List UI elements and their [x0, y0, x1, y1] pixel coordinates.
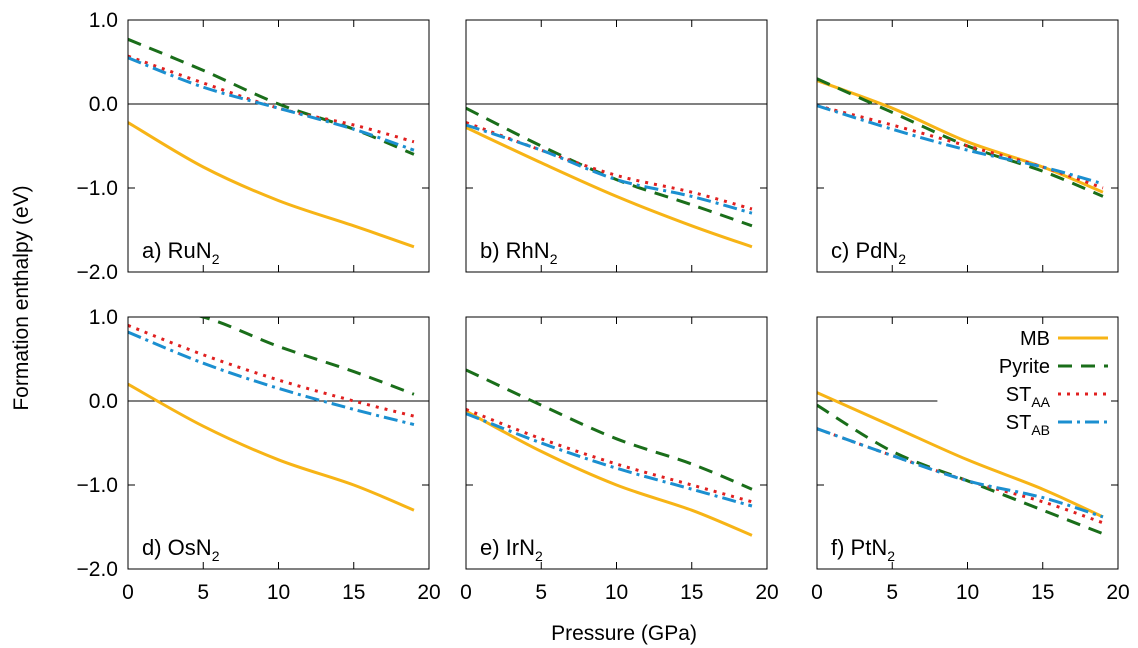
series-group [817, 77, 1104, 198]
x-tick-label: 0 [460, 581, 472, 604]
y-tick-label: 0.0 [89, 93, 118, 116]
series-line-st-ab [128, 330, 415, 426]
panel-label: b) RhN2 [480, 238, 558, 267]
panel-frame [127, 316, 430, 570]
panel-frame [816, 316, 1119, 570]
series-line-st-aa [466, 121, 753, 211]
series-line-pyrite [817, 403, 1104, 536]
series-line-pyrite [197, 317, 415, 396]
panel-frame [816, 19, 1119, 273]
y-tick-label: 1.0 [89, 306, 118, 329]
x-tick-label: 5 [197, 581, 209, 604]
series-group [817, 391, 1104, 536]
legend-label-st-ab: STAB [1006, 412, 1050, 438]
x-tick-label: 20 [1106, 581, 1129, 604]
series-line-mb [817, 391, 1104, 519]
x-tick-label: 5 [886, 581, 898, 604]
x-tick-label: 5 [535, 581, 547, 604]
x-tick-label: 20 [417, 581, 440, 604]
panel-a: −2.0 −1.0 0.0 1.0 a) RuN2 [77, 9, 430, 284]
panel-b: b) RhN2 [465, 19, 768, 273]
x-tick-label: 10 [605, 581, 628, 604]
legend-label-mb: MB [1020, 328, 1050, 350]
series-line-st-aa [817, 104, 1104, 190]
x-tick-label: 20 [755, 581, 778, 604]
x-tick-label: 10 [267, 581, 290, 604]
panel-label: c) PdN2 [831, 238, 906, 267]
y-tick-label: −2.0 [77, 261, 118, 284]
series-line-pyrite [128, 37, 415, 156]
y-tick-label: 1.0 [89, 9, 118, 32]
x-tick-label: 15 [1031, 581, 1054, 604]
panel-d: 0 5 10 15 20 −2.0 −1.0 0.0 1.0 d) OsN2 [77, 306, 441, 604]
series-line-mb [466, 409, 753, 537]
series-line-mb [466, 126, 753, 249]
y-tick-label: 0.0 [89, 390, 118, 413]
series-line-st-ab [466, 123, 753, 215]
x-tick-label: 0 [122, 581, 134, 604]
y-tick-label: −2.0 [77, 558, 118, 581]
y-tick-label: −1.0 [77, 474, 118, 497]
series-line-mb [128, 382, 415, 512]
panel-label: f) PtN2 [831, 535, 895, 564]
y-tick-label: −1.0 [77, 177, 118, 200]
x-tick-label: 15 [342, 581, 365, 604]
y-axis-title: Formation enthalpy (eV) [10, 185, 33, 410]
series-line-st-ab [128, 56, 415, 152]
legend-label-pyrite: Pyrite [999, 356, 1050, 378]
x-tick-label: 0 [811, 581, 823, 604]
panel-frame [465, 19, 768, 273]
panel-label: d) OsN2 [142, 535, 220, 564]
series-line-pyrite [466, 368, 753, 491]
panel-e: 0 5 10 15 20 e) IrN2 [460, 316, 779, 604]
x-tick-label: 10 [956, 581, 979, 604]
series-group [128, 317, 415, 512]
panel-label: a) RuN2 [142, 238, 220, 267]
panel-frame [127, 19, 430, 273]
series-group [466, 106, 753, 249]
series-group [128, 37, 415, 249]
x-axis-title: Pressure (GPa) [551, 622, 697, 645]
legend-label-st-aa: STAA [1006, 384, 1051, 410]
x-tick-label: 15 [680, 581, 703, 604]
series-line-st-aa [128, 324, 415, 418]
series-group [466, 368, 753, 537]
series-line-st-aa [817, 427, 1104, 525]
panel-frame [465, 316, 768, 570]
panels-group: −2.0 −1.0 0.0 1.0 a) RuN2 b) RhN2 c) PdN2 0 5 10 1… [77, 9, 1130, 604]
series-line-st-ab [817, 104, 1104, 186]
panel-c: c) PdN2 [816, 19, 1119, 273]
series-line-st-aa [128, 54, 415, 144]
series-line-mb [128, 121, 415, 249]
series-line-st-ab [466, 412, 753, 508]
series-line-st-ab [817, 427, 1104, 519]
series-line-st-aa [466, 408, 753, 504]
series-line-pyrite [466, 106, 753, 228]
panel-label: e) IrN2 [480, 535, 543, 564]
